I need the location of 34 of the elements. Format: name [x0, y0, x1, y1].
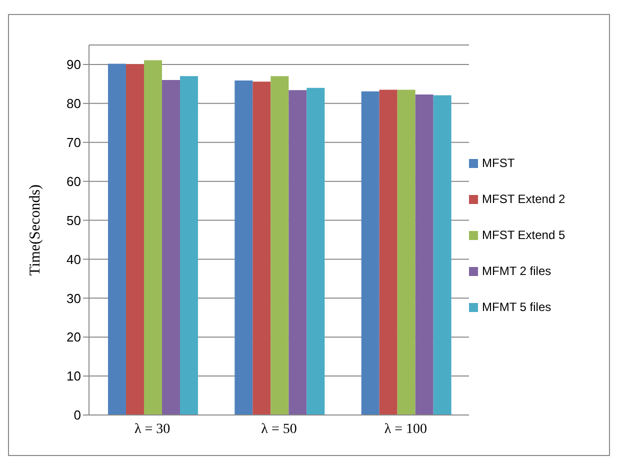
bar: [433, 95, 452, 415]
y-tick-label: 90: [66, 57, 81, 72]
x-tick-label: λ = 30: [134, 422, 170, 437]
legend-label: MFST Extend 5: [482, 228, 566, 242]
legend-label: MFMT 2 files: [482, 264, 552, 278]
legend-label: MFMT 5 files: [482, 300, 552, 314]
bar: [415, 94, 434, 415]
y-tick-label: 40: [66, 252, 81, 267]
legend-label: MFST: [482, 156, 515, 170]
bar: [180, 76, 198, 415]
y-tick-label: 20: [66, 330, 81, 345]
y-tick-label: 60: [66, 174, 81, 189]
bar: [252, 82, 271, 415]
bar: [126, 64, 144, 415]
y-tick-label: 50: [66, 212, 81, 228]
bar: [379, 90, 398, 415]
legend-label: MFST Extend 2: [482, 192, 566, 206]
y-tick-label: 70: [66, 134, 81, 150]
x-tick-label: λ = 50: [261, 422, 297, 437]
y-tick-label: 80: [66, 96, 81, 112]
bar: [270, 76, 289, 415]
bar: [361, 91, 380, 415]
y-tick-label: 10: [66, 368, 81, 384]
bar: [108, 64, 126, 415]
y-tick-label: 0: [74, 408, 81, 423]
bar: [234, 80, 253, 415]
y-tick-label: 30: [66, 290, 81, 306]
bar: [162, 80, 180, 415]
x-tick-label: λ = 100: [384, 422, 428, 437]
bar: [144, 60, 162, 415]
bar: [306, 88, 325, 415]
bar: [288, 90, 307, 415]
y-axis-title: Time(Seconds): [27, 184, 44, 276]
bar: [397, 90, 416, 415]
